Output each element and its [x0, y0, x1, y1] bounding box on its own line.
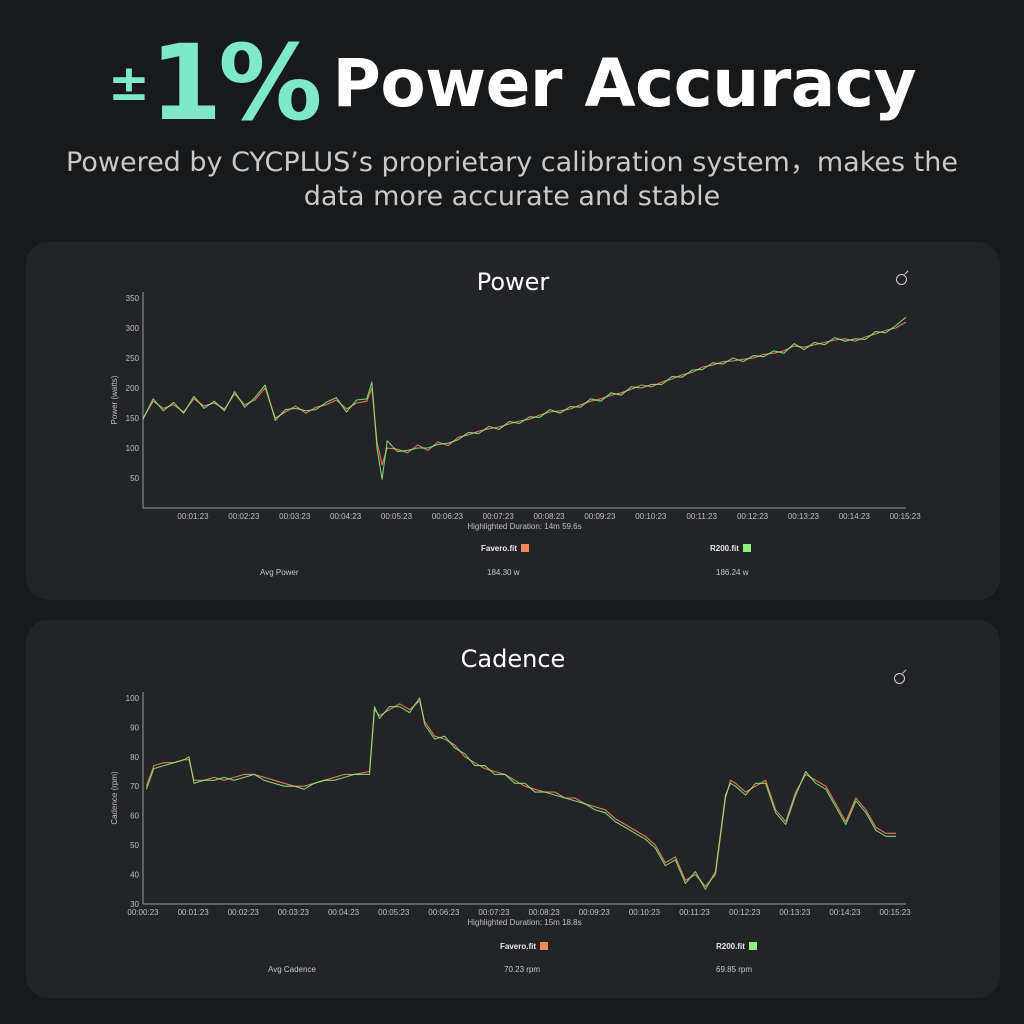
cadence-chart-title: Cadence	[460, 645, 566, 673]
export-icon[interactable]	[896, 274, 907, 285]
power-x-tick-label: 00:07:23	[483, 512, 515, 521]
headline-text: Power Accuracy	[332, 44, 916, 122]
power-y-tick-label: 50	[130, 474, 139, 483]
legend-favero-swatch	[521, 544, 530, 552]
power-x-tick-label: 00:06:23	[432, 512, 464, 521]
cadence-y-tick-label: 70	[130, 782, 139, 791]
power-y-tick-label: 200	[126, 384, 140, 393]
cadence-y-tick-label: 40	[130, 871, 139, 880]
subtitle-line-2: data more accurate and stable	[303, 181, 721, 212]
avg-power-favero: 184.30 w	[487, 568, 520, 577]
power-x-tick-label: 00:05:23	[381, 512, 413, 521]
legend-r200: R200.fit	[716, 942, 757, 951]
avg-power-r200: 186.24 w	[716, 568, 749, 577]
power-x-tick-label: 00:11:23	[686, 512, 717, 521]
cadence-x-tick-label: 00:00:23	[127, 908, 159, 917]
power-y-tick-label: 150	[126, 414, 140, 423]
power-x-tick-label: 00:15:23	[890, 512, 922, 521]
cadence-x-tick-label: 00:13:23	[779, 908, 811, 917]
cadence-series-favero	[145, 700, 896, 887]
cadence-x-axis-label: Highlighted Duration: 15m 18.8s	[467, 918, 581, 927]
legend-r200-label: R200.fit	[716, 942, 745, 951]
power-x-tick-label: 00:10:23	[635, 512, 667, 521]
power-y-axis-label: Power (watts)	[110, 375, 119, 424]
cadence-x-tick-label: 00:07:23	[478, 908, 510, 917]
power-x-tick-label: 00:08:23	[533, 512, 565, 521]
cadence-x-tick-label: 00:11:23	[679, 908, 710, 917]
legend-favero: Favero.fit	[481, 544, 530, 553]
legend-r200-swatch	[748, 942, 757, 950]
power-series-favero	[142, 321, 907, 466]
cadence-chart: 30 40 50 60 70 80 90 100 00:00:23 00:01:23 00:02:2…	[110, 692, 912, 927]
avg-cadence-favero: 70.23 rpm	[504, 965, 541, 974]
power-y-tick-label: 100	[126, 444, 140, 453]
cadence-x-tick-label: 00:02:23	[228, 908, 260, 917]
cadence-x-tick-label: 00:05:23	[378, 908, 410, 917]
cadence-x-tick-label: 00:15:23	[880, 908, 912, 917]
power-x-tick-label: 00:12:23	[737, 512, 769, 521]
legend-favero: Favero.fit	[500, 942, 549, 951]
cadence-y-axis-label: Cadence (rpm)	[110, 771, 119, 825]
cadence-x-tick-label: 00:04:23	[328, 908, 360, 917]
cadence-y-tick-label: 100	[126, 694, 140, 703]
plus-minus-sign: ±	[107, 54, 150, 112]
cadence-y-tick-label: 90	[130, 723, 139, 732]
legend-favero-swatch	[540, 942, 549, 950]
power-chart-title: Power	[476, 268, 550, 296]
cadence-x-tick-label: 00:03:23	[278, 908, 310, 917]
subtitle: Powered by CYCPLUS’s proprietary calibra…	[40, 146, 984, 214]
power-x-axis-label: Highlighted Duration: 14m 59.6s	[467, 522, 581, 531]
power-x-tick-label: 00:13:23	[788, 512, 820, 521]
cadence-x-tick-label: 00:14:23	[829, 908, 861, 917]
power-x-tick-label: 00:09:23	[584, 512, 616, 521]
cadence-y-tick-label: 30	[130, 900, 139, 909]
power-chart-panel: Power 50 100 150 200 250 300 350 00:01:23 00:02:…	[26, 242, 1000, 600]
cadence-x-tick-label: 00:01:23	[178, 908, 210, 917]
export-icon[interactable]	[894, 673, 905, 684]
legend-r200: R200.fit	[710, 544, 751, 553]
legend-favero-label: Favero.fit	[500, 942, 537, 951]
cadence-x-tick-label: 00:08:23	[529, 908, 561, 917]
power-x-tick-label: 00:03:23	[279, 512, 311, 521]
cadence-y-tick-label: 60	[130, 812, 139, 821]
power-x-tick-label: 00:14:23	[839, 512, 871, 521]
cadence-x-tick-label: 00:12:23	[729, 908, 761, 917]
power-x-tick-label: 00:01:23	[177, 512, 209, 521]
power-y-tick-label: 350	[126, 294, 140, 303]
cadence-x-tick-label: 00:10:23	[629, 908, 661, 917]
power-series-r200	[142, 316, 907, 480]
cadence-y-tick-label: 50	[130, 841, 139, 850]
power-x-tick-label: 00:02:23	[228, 512, 260, 521]
power-y-tick-label: 250	[126, 354, 140, 363]
cadence-chart-panel: Cadence 30 40 50 60 70 80 90 100 00:00:23 00:01:2…	[26, 620, 1000, 998]
cadence-x-tick-label: 00:06:23	[428, 908, 460, 917]
legend-favero-label: Favero.fit	[481, 544, 518, 553]
subtitle-line-1: Powered by CYCPLUS’s proprietary calibra…	[66, 147, 958, 178]
accuracy-percent: 1%	[149, 22, 323, 144]
hero: ±1% Power Accuracy Powered by CYCPLUS’s p…	[0, 0, 1024, 230]
avg-cadence-label: Avg Cadence	[268, 965, 316, 974]
legend-r200-label: R200.fit	[710, 544, 739, 553]
power-x-tick-label: 00:04:23	[330, 512, 362, 521]
cadence-series-r200	[145, 697, 896, 890]
cadence-x-tick-label: 00:09:23	[579, 908, 611, 917]
headline: ±1% Power Accuracy	[0, 22, 1024, 144]
avg-cadence-r200: 69.85 rpm	[716, 965, 753, 974]
legend-r200-swatch	[742, 544, 751, 552]
cadence-y-tick-label: 80	[130, 753, 139, 762]
power-chart: 50 100 150 200 250 300 350 00:01:23 00:02:23 00:0…	[110, 292, 922, 531]
avg-power-label: Avg Power	[260, 568, 299, 577]
power-y-tick-label: 300	[126, 324, 140, 333]
